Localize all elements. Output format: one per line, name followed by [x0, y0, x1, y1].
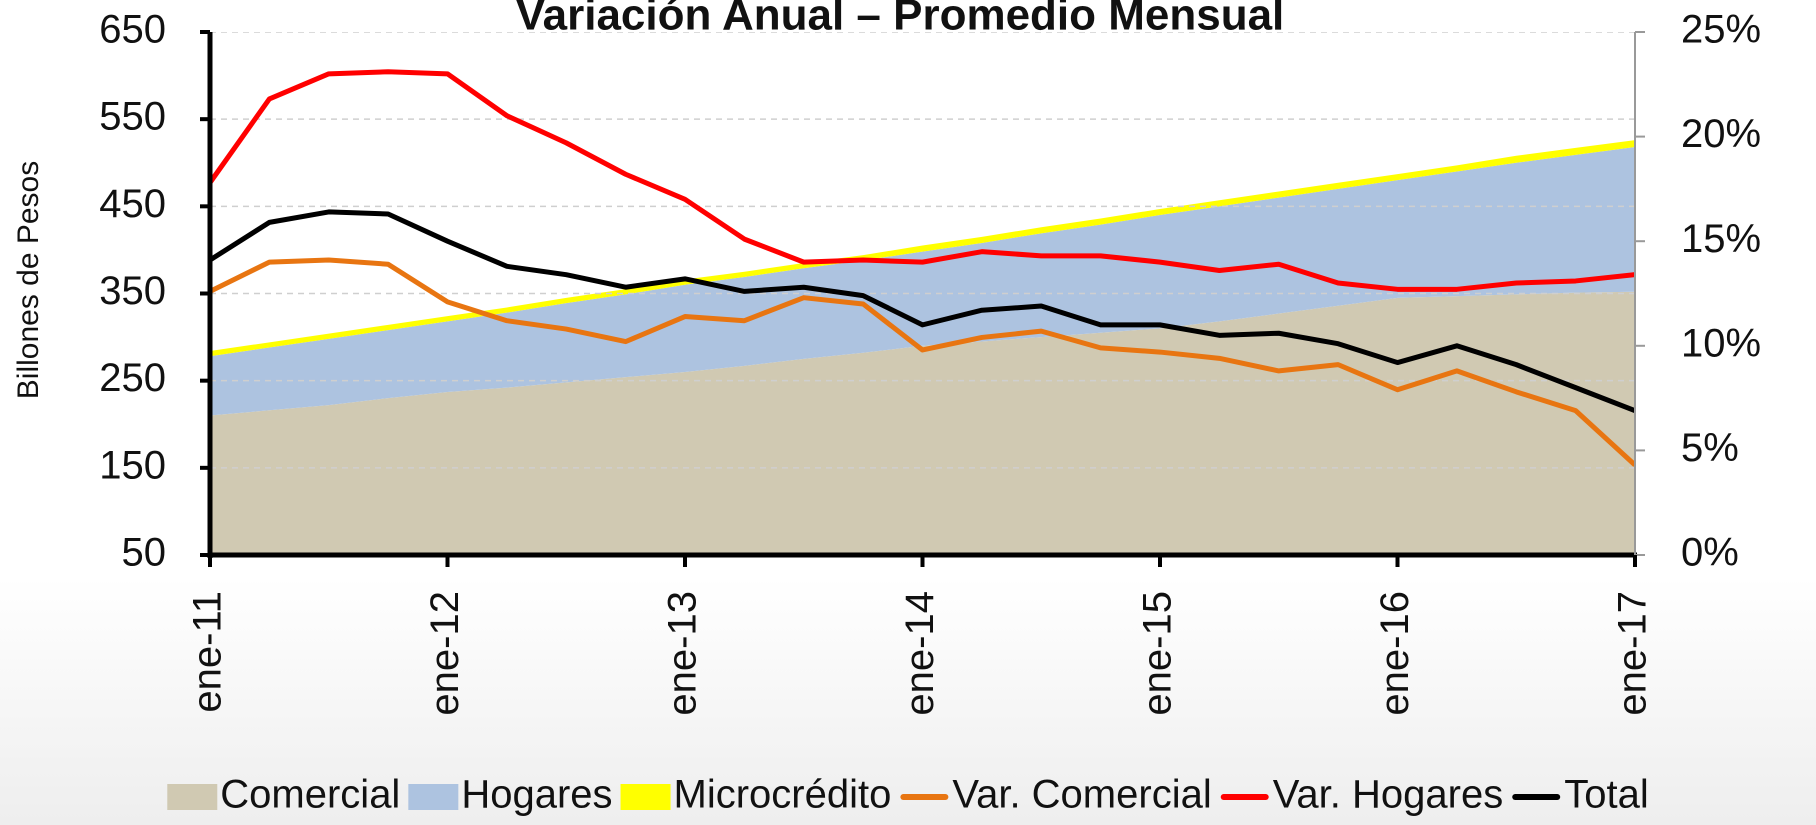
y-tick-label: 250 — [99, 356, 166, 400]
legend-swatch — [620, 784, 671, 810]
legend-label: Var. Hogares — [1273, 773, 1504, 817]
line — [210, 69, 1635, 292]
x-tick-label: ene-11 — [186, 591, 230, 713]
plot-area — [210, 32, 1635, 555]
y-tick-label: 550 — [99, 95, 166, 139]
y2-tick-label: 15% — [1681, 217, 1761, 261]
chart-title: Variación Anual – Promedio Mensual — [516, 0, 1285, 40]
x-tick-label: ene-13 — [661, 591, 705, 716]
y-tick-label: 350 — [99, 269, 166, 313]
legend-label: Var. Comercial — [952, 773, 1211, 817]
x-tick-label: ene-14 — [898, 591, 942, 716]
axes: 50 150 250 350 450 550 650 0% 5% 10% 15% 20% 25% ene-… — [99, 8, 1761, 716]
y2-tick-label: 25% — [1681, 8, 1761, 52]
y2-tick-label: 5% — [1681, 426, 1739, 470]
area — [210, 291, 1635, 555]
y-tick-label: 450 — [99, 182, 166, 226]
legend: Comercial Hogares Microcrédito Var. Comerci… — [167, 773, 1649, 817]
y2-tick-label: 20% — [1681, 112, 1761, 156]
line — [210, 209, 1635, 413]
x-tick-label: ene-16 — [1373, 591, 1417, 716]
x-tick-label: ene-15 — [1136, 591, 1180, 716]
y-tick-label: 150 — [99, 443, 166, 487]
legend-label: Total — [1564, 773, 1649, 817]
line — [210, 257, 1635, 467]
y-axis-label: Billones de Pesos — [12, 161, 45, 399]
legend-swatch — [408, 784, 459, 810]
y2-tick-label: 0% — [1681, 531, 1739, 575]
area — [210, 140, 1635, 357]
legend-swatch — [167, 784, 218, 810]
x-tick-label: ene-12 — [423, 591, 467, 716]
x-tick-label: ene-17 — [1611, 591, 1655, 716]
legend-label: Comercial — [220, 773, 400, 817]
y-tick-label: 50 — [122, 531, 167, 575]
area — [210, 147, 1635, 416]
legend-label: Microcrédito — [674, 773, 892, 817]
y2-tick-label: 10% — [1681, 321, 1761, 365]
legend-label: Hogares — [461, 773, 612, 817]
y-tick-label: 650 — [99, 8, 166, 52]
